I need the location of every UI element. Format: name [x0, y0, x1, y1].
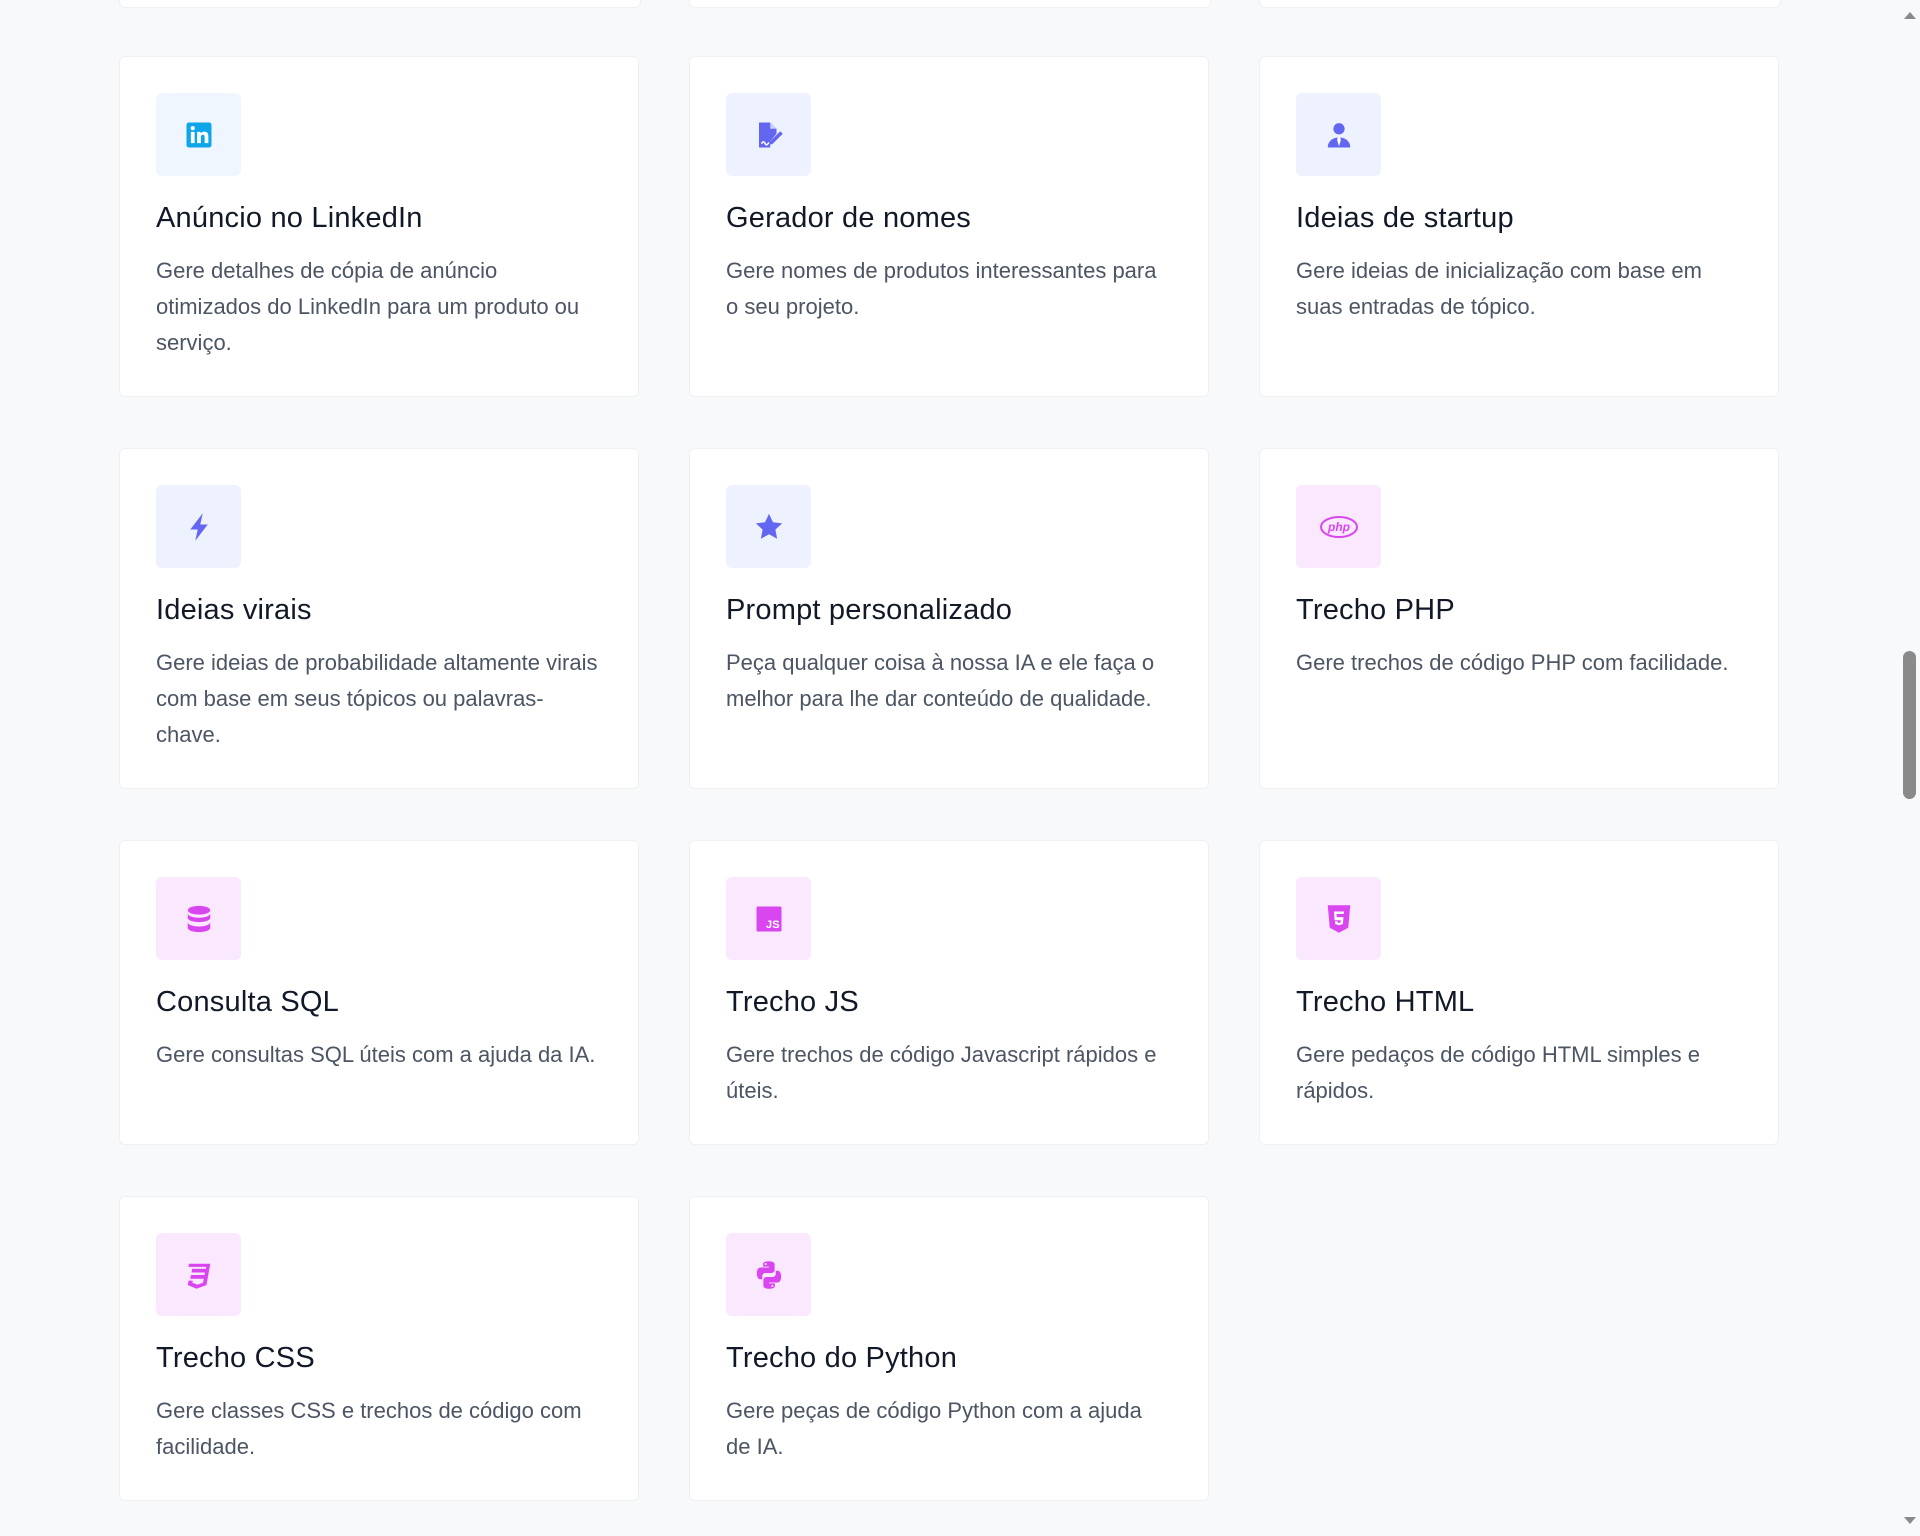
scroll-up-arrow-icon[interactable]	[1904, 12, 1916, 19]
card-description: Gere trechos de código PHP com facilidad…	[1296, 650, 1729, 675]
card-html-snippet[interactable]: Trecho HTML Gere pedaços de código HTML …	[1259, 840, 1779, 1145]
card-title: Prompt personalizado	[726, 594, 1013, 626]
card-title: Ideias de startup	[1296, 202, 1514, 234]
card-title: Trecho do Python	[726, 1342, 958, 1374]
python-icon	[726, 1233, 811, 1316]
card-linkedin-ad[interactable]: Anúncio no LinkedIn Gere detalhes de cóp…	[119, 56, 639, 397]
card-php-snippet[interactable]: php Trecho PHP Gere trechos de código PH…	[1259, 448, 1779, 789]
linkedin-icon	[156, 93, 241, 176]
bolt-icon	[156, 485, 241, 568]
card-sql-query[interactable]: Consulta SQL Gere consultas SQL úteis co…	[119, 840, 639, 1145]
card-description: Gere nomes de produtos interessantes par…	[726, 258, 1157, 319]
card-python-snippet[interactable]: Trecho do Python Gere peças de código Py…	[689, 1196, 1209, 1501]
partial-card[interactable]	[689, 0, 1211, 8]
card-js-snippet[interactable]: JS Trecho JS Gere trechos de código Java…	[689, 840, 1209, 1145]
card-custom-prompt[interactable]: Prompt personalizado Peça qualquer coisa…	[689, 448, 1209, 789]
js-icon: JS	[726, 877, 811, 960]
card-description: Gere ideias de inicialização com base em…	[1296, 258, 1702, 319]
php-icon: php	[1296, 485, 1381, 568]
partial-card[interactable]	[119, 0, 641, 8]
card-description: Peça qualquer coisa à nossa IA e ele faç…	[726, 650, 1155, 711]
card-viral-ideas[interactable]: Ideias virais Gere ideias de probabilida…	[119, 448, 639, 789]
js-icon-text: JS	[765, 918, 779, 930]
card-title: Consulta SQL	[156, 986, 339, 1018]
php-icon-text: php	[1327, 520, 1350, 534]
card-description: Gere peças de código Python com a ajuda …	[726, 1398, 1142, 1459]
card-title: Trecho CSS	[156, 1342, 315, 1374]
card-description: Gere classes CSS e trechos de código com…	[156, 1398, 582, 1459]
database-icon	[156, 877, 241, 960]
user-tie-icon	[1296, 93, 1381, 176]
tool-card-grid: Anúncio no LinkedIn Gere detalhes de cóp…	[119, 56, 1780, 1501]
css3-icon	[156, 1233, 241, 1316]
file-signature-icon	[726, 93, 811, 176]
card-title: Trecho PHP	[1296, 594, 1455, 626]
scroll-down-arrow-icon[interactable]	[1904, 1517, 1916, 1524]
card-name-generator[interactable]: Gerador de nomes Gere nomes de produtos …	[689, 56, 1209, 397]
card-title: Gerador de nomes	[726, 202, 971, 234]
card-startup-ideas[interactable]: Ideias de startup Gere ideias de inicial…	[1259, 56, 1779, 397]
card-title: Trecho HTML	[1296, 986, 1475, 1018]
card-description: Gere ideias de probabilidade altamente v…	[156, 650, 598, 747]
vertical-scrollbar[interactable]	[1900, 0, 1920, 1536]
card-description: Gere detalhes de cópia de anúncio otimiz…	[156, 258, 580, 355]
card-title: Ideias virais	[156, 594, 312, 626]
html5-icon	[1296, 877, 1381, 960]
card-description: Gere trechos de código Javascript rápido…	[726, 1042, 1157, 1103]
card-description: Gere pedaços de código HTML simples e rá…	[1296, 1042, 1700, 1103]
star-icon	[726, 485, 811, 568]
partial-card[interactable]	[1259, 0, 1781, 8]
card-title: Trecho JS	[726, 986, 859, 1018]
card-css-snippet[interactable]: Trecho CSS Gere classes CSS e trechos de…	[119, 1196, 639, 1501]
card-description: Gere consultas SQL úteis com a ajuda da …	[156, 1042, 596, 1067]
scrollbar-thumb[interactable]	[1903, 651, 1916, 799]
card-title: Anúncio no LinkedIn	[156, 202, 423, 234]
